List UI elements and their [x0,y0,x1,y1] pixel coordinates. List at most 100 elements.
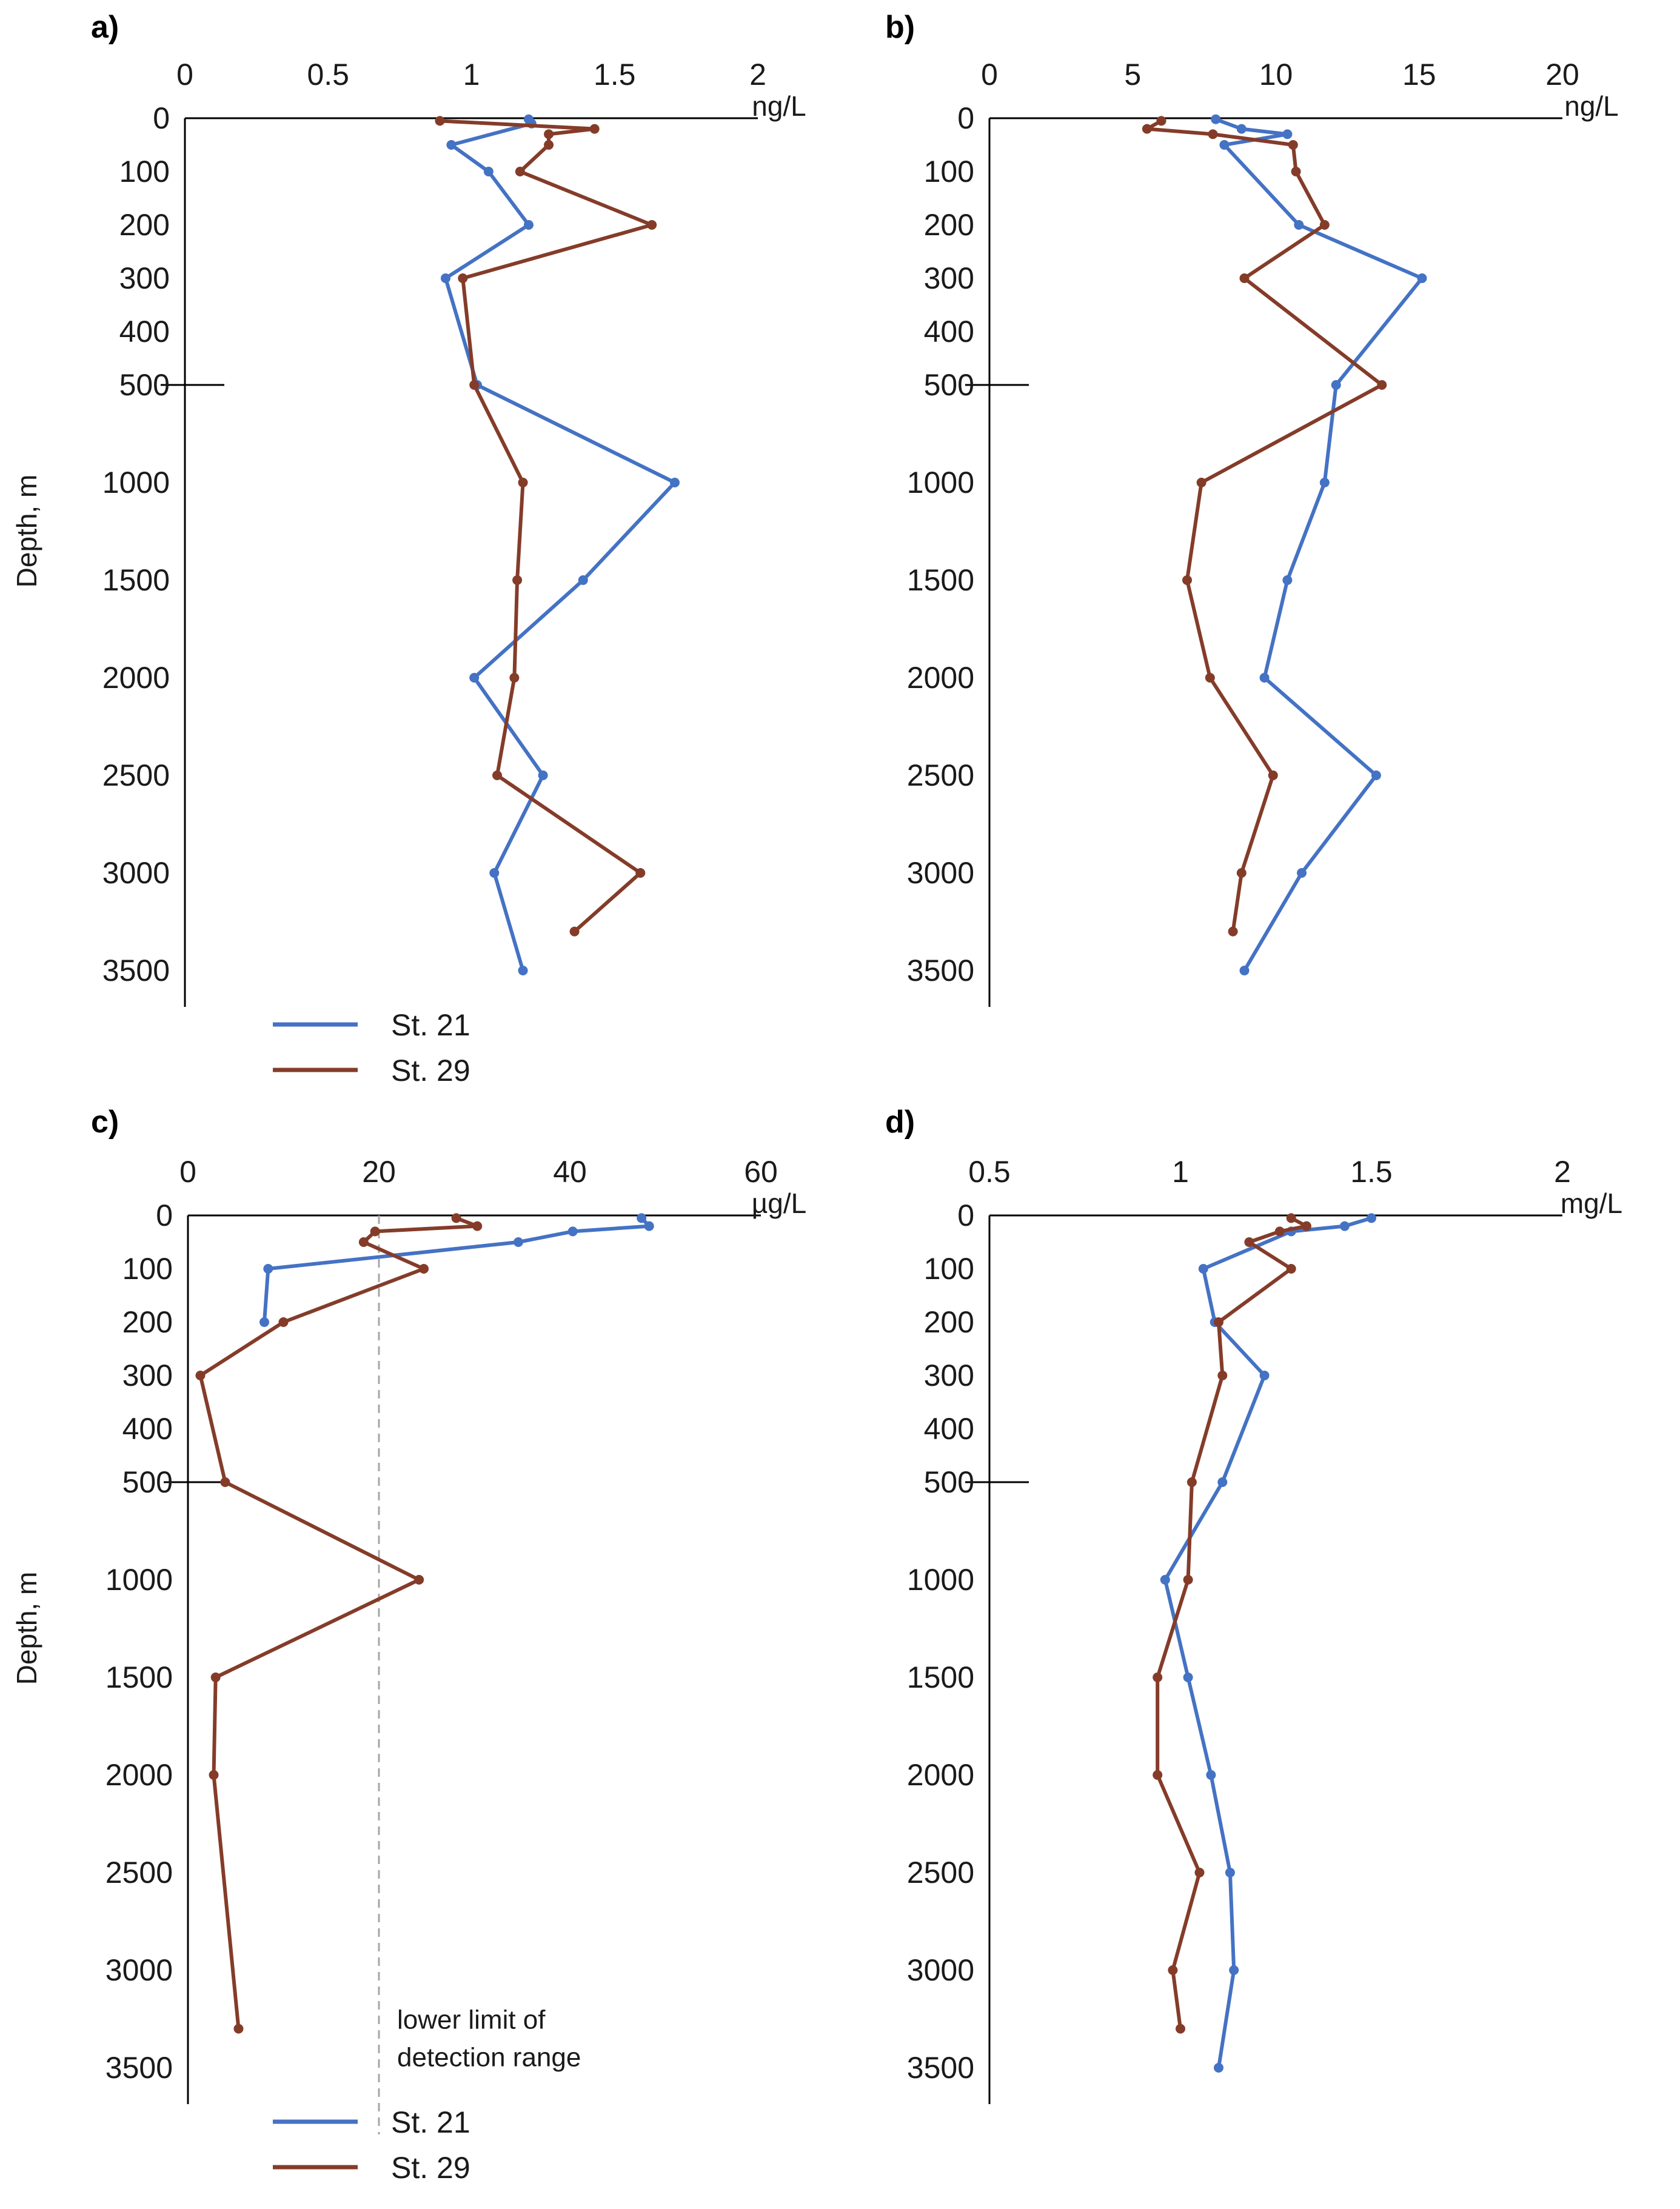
x-tick-label: 60 [744,1155,778,1189]
data-point [544,129,554,139]
y-axis-title: Depth, m [11,475,42,588]
panel-label: c) [91,1104,119,1140]
data-point [1236,124,1247,134]
x-tick-label: 0 [981,58,998,92]
data-point [669,478,680,487]
series-line-st29 [438,119,654,934]
data-point [1288,140,1298,150]
data-point [1183,1673,1193,1682]
data-point [1156,116,1166,126]
x-tick-label: 1 [1172,1155,1189,1189]
y-tick-label: 2500 [102,758,170,792]
x-tick-label: 15 [1402,58,1436,92]
y-tick-label: 1000 [907,466,974,500]
data-point [1182,575,1193,585]
panel-label: a) [91,10,119,45]
data-point [1196,478,1206,487]
data-point [472,1221,483,1231]
data-point [1160,1575,1170,1585]
data-point [1331,380,1341,390]
detection-limit-label: lower limit of [397,2005,546,2035]
y-tick-label: 3500 [907,954,974,988]
data-point [220,1477,230,1487]
data-point [1294,220,1304,230]
data-point [1319,220,1330,230]
y-tick-label: 400 [119,315,170,349]
data-point [518,966,528,975]
data-point [1367,1213,1376,1223]
data-point [451,1213,461,1223]
x-tick-label: 0 [179,1155,196,1189]
data-point [569,926,580,937]
data-point [492,770,503,780]
data-point [637,1213,647,1223]
data-point [1236,868,1247,878]
data-point [1198,1264,1208,1274]
x-tick-label: 20 [362,1155,396,1189]
y-tick-label: 100 [122,1252,173,1286]
data-point [419,1264,429,1274]
y-tick-label: 0 [153,101,170,135]
data-point [489,868,500,878]
y-tick-label: 400 [122,1412,173,1446]
x-tick-label: 2 [749,58,766,92]
y-tick-label: 1500 [907,563,974,597]
x-tick-label: 1 [463,58,480,92]
data-point [644,1221,654,1231]
y-tick-label: 3500 [105,2051,173,2085]
data-point [1176,2024,1185,2034]
data-point [1205,673,1215,683]
y-tick-label: 2000 [907,1758,974,1792]
data-point [1153,1673,1163,1682]
data-point [1217,1477,1228,1487]
series-line-st29 [1156,1216,1308,2031]
data-point [1219,140,1230,150]
data-point [578,575,588,585]
data-point [435,116,445,126]
chart-panel-4: d) 0.5 1 1.5 2mg/L 0 100 200 300 400 500 1000 1500 20… [885,1104,1622,2104]
data-point [1319,478,1330,487]
x-tick-label: 0 [176,58,193,92]
y-tick-label: 2000 [907,661,974,695]
y-tick-label: 2000 [105,1758,173,1792]
data-point [1282,575,1293,585]
data-point [1239,966,1250,975]
y-tick-label: 200 [924,208,974,242]
x-unit-label: µg/L [752,1188,806,1219]
series-line-st29 [1145,119,1384,934]
data-point [524,220,534,230]
y-tick-label: 200 [924,1305,974,1339]
x-tick-label: 1.5 [594,58,636,92]
data-point [210,1673,221,1682]
chart-panel-1: a) 0 0.5 1 1.5 2ng/L 0 100 200 300 400 500 1000 1500 2… [11,10,806,1088]
data-point [233,2024,244,2034]
series-line-st29 [198,1216,480,2031]
data-point [1301,1221,1311,1231]
data-point [1142,124,1152,134]
data-point [1183,1575,1193,1585]
data-point [446,140,457,150]
y-tick-label: 300 [119,261,170,295]
y-tick-label: 200 [122,1305,173,1339]
y-tick-label: 2500 [907,1856,974,1890]
y-tick-label: 0 [957,1198,974,1232]
x-tick-label: 1.5 [1350,1155,1393,1189]
series-line-st21 [1163,1216,1373,2070]
y-tick-label: 2500 [105,1856,173,1890]
data-point [278,1317,289,1327]
data-point [263,1264,273,1274]
data-point [512,575,523,585]
data-point [1229,1965,1239,1975]
y-tick-label: 3000 [907,1953,974,1987]
data-point [1153,1770,1163,1780]
data-point [1211,114,1221,124]
x-unit-label: ng/L [1564,90,1619,122]
legend-label: St. 29 [391,2151,470,2185]
data-point [1225,1868,1235,1877]
series-line-st21 [1214,117,1424,972]
data-point [1377,380,1387,390]
x-unit-label: mg/L [1561,1188,1622,1219]
data-point [1286,1264,1296,1274]
